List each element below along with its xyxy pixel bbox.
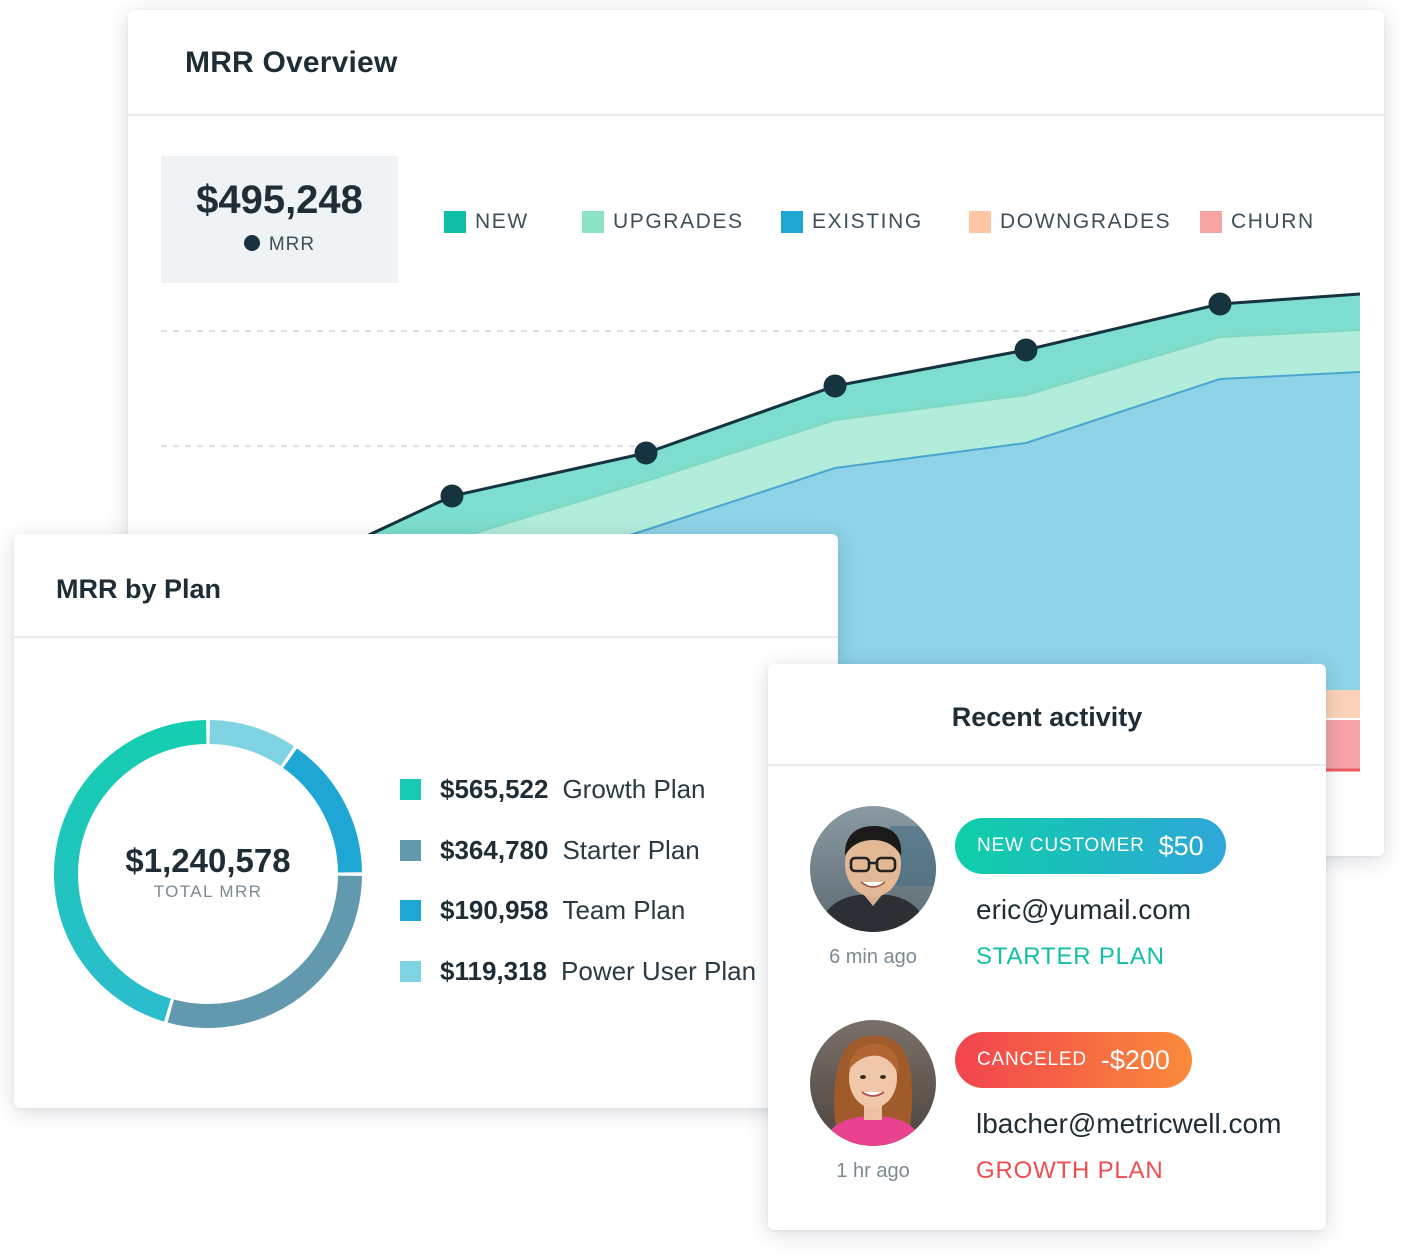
badge-type: CANCELED	[977, 1049, 1087, 1070]
mrr-point	[1208, 292, 1232, 316]
mrr-by-plan-title: MRR by Plan	[56, 574, 222, 604]
mrr-point	[1014, 338, 1038, 362]
legend-item-upgrades[interactable]: UPGRADES	[582, 210, 744, 234]
mrr-kpi-label-row: MRR	[161, 234, 398, 256]
legend-label-churn: CHURN	[1231, 210, 1315, 233]
donut-center: $1,240,578 TOTAL MRR	[54, 842, 362, 902]
plan-slice-starter[interactable]	[167, 875, 362, 1028]
recent-activity-title: Recent activity	[951, 702, 1143, 732]
legend-label-new: NEW	[475, 210, 529, 233]
legend-label-downgrades: DOWNGRADES	[1000, 210, 1172, 233]
activity-item[interactable]: 1 hr ago CANCELED -$200 lbacher@metricwe…	[768, 1020, 1326, 1220]
plan-name: Starter Plan	[562, 835, 700, 865]
mrr-point	[440, 484, 464, 508]
plan-row-power-user[interactable]: $119,318 Power User Plan	[400, 956, 756, 987]
mrr-kpi-label: MRR	[268, 234, 316, 255]
avatar	[810, 1020, 936, 1146]
plan-value: $119,318	[440, 956, 548, 986]
avatar	[810, 806, 936, 932]
mrr-by-plan-card: MRR by Plan $1,240,578 TOTAL MRR $565,52…	[14, 534, 838, 1108]
activity-item[interactable]: 6 min ago NEW CUSTOMER $50 eric@yumail.c…	[768, 806, 1326, 1006]
plan-slice-team[interactable]	[282, 748, 362, 873]
badge-amount: $50	[1158, 830, 1204, 861]
total-mrr-value: $1,240,578	[125, 842, 291, 879]
legend-item-existing[interactable]: EXISTING	[781, 210, 923, 234]
badge-amount: -$200	[1100, 1044, 1170, 1075]
series-churn-area	[1326, 720, 1360, 770]
mrr-kpi-value: $495,248	[196, 178, 363, 222]
plan-name: Growth Plan	[562, 774, 706, 804]
activity-plan: GROWTH PLAN	[976, 1157, 1164, 1184]
legend-swatch-existing	[781, 211, 803, 233]
mrr-point	[634, 441, 658, 465]
plan-name: Power User Plan	[561, 956, 757, 986]
legend-item-new[interactable]: NEW	[444, 210, 529, 234]
plan-name: Team Plan	[562, 895, 686, 925]
badge-type: NEW CUSTOMER	[977, 835, 1145, 856]
activity-time: 1 hr ago	[836, 1160, 910, 1182]
plan-donut-chart	[54, 720, 362, 1028]
mrr-dot-icon	[243, 235, 260, 251]
canceled-badge: CANCELED -$200	[955, 1032, 1192, 1088]
plan-row-team[interactable]: $190,958 Team Plan	[400, 895, 685, 926]
plan-slice-power-user[interactable]	[209, 720, 294, 767]
plan-row-starter[interactable]: $364,780 Starter Plan	[400, 835, 700, 866]
plan-value: $565,522	[440, 774, 549, 804]
plan-swatch-team	[400, 900, 421, 921]
plan-value: $364,780	[440, 835, 549, 865]
plan-swatch-growth	[400, 779, 421, 800]
series-new-area	[128, 294, 1360, 661]
legend-label-existing: EXISTING	[812, 210, 923, 233]
legend-swatch-downgrades	[969, 211, 991, 233]
recent-activity-header: Recent activity	[768, 664, 1326, 766]
activity-email[interactable]: lbacher@metricwell.com	[976, 1108, 1282, 1139]
legend-swatch-upgrades	[582, 211, 604, 233]
activity-email[interactable]: eric@yumail.com	[976, 894, 1192, 925]
recent-activity-card: Recent activity 6 min	[768, 664, 1326, 1230]
avatar-man-icon	[810, 806, 936, 932]
mrr-point	[823, 374, 847, 398]
total-mrr-label: TOTAL MRR	[153, 882, 263, 901]
mrr-overview-title: MRR Overview	[185, 46, 398, 79]
new-customer-badge: NEW CUSTOMER $50	[955, 818, 1226, 874]
legend-swatch-new	[444, 211, 466, 233]
legend-label-upgrades: UPGRADES	[613, 210, 744, 233]
activity-plan: STARTER PLAN	[976, 943, 1165, 970]
plan-slice-growth[interactable]	[54, 720, 207, 1022]
series-upgrades-area	[128, 330, 1360, 698]
legend-item-downgrades[interactable]: DOWNGRADES	[969, 210, 1171, 234]
mrr-by-plan-header: MRR by Plan	[14, 534, 838, 638]
mrr-overview-header: MRR Overview	[128, 10, 1384, 116]
activity-time: 6 min ago	[829, 946, 917, 968]
series-downgrades-area	[1326, 690, 1360, 718]
legend-swatch-churn	[1200, 211, 1222, 233]
plan-value: $190,958	[440, 895, 549, 925]
legend-item-churn[interactable]: CHURN	[1200, 210, 1315, 234]
plan-swatch-starter	[400, 840, 421, 861]
avatar-woman-icon	[810, 1020, 936, 1146]
mrr-kpi: $495,248 MRR	[161, 156, 398, 283]
plan-swatch-power-user	[400, 961, 421, 982]
plan-row-growth[interactable]: $565,522 Growth Plan	[400, 774, 706, 805]
